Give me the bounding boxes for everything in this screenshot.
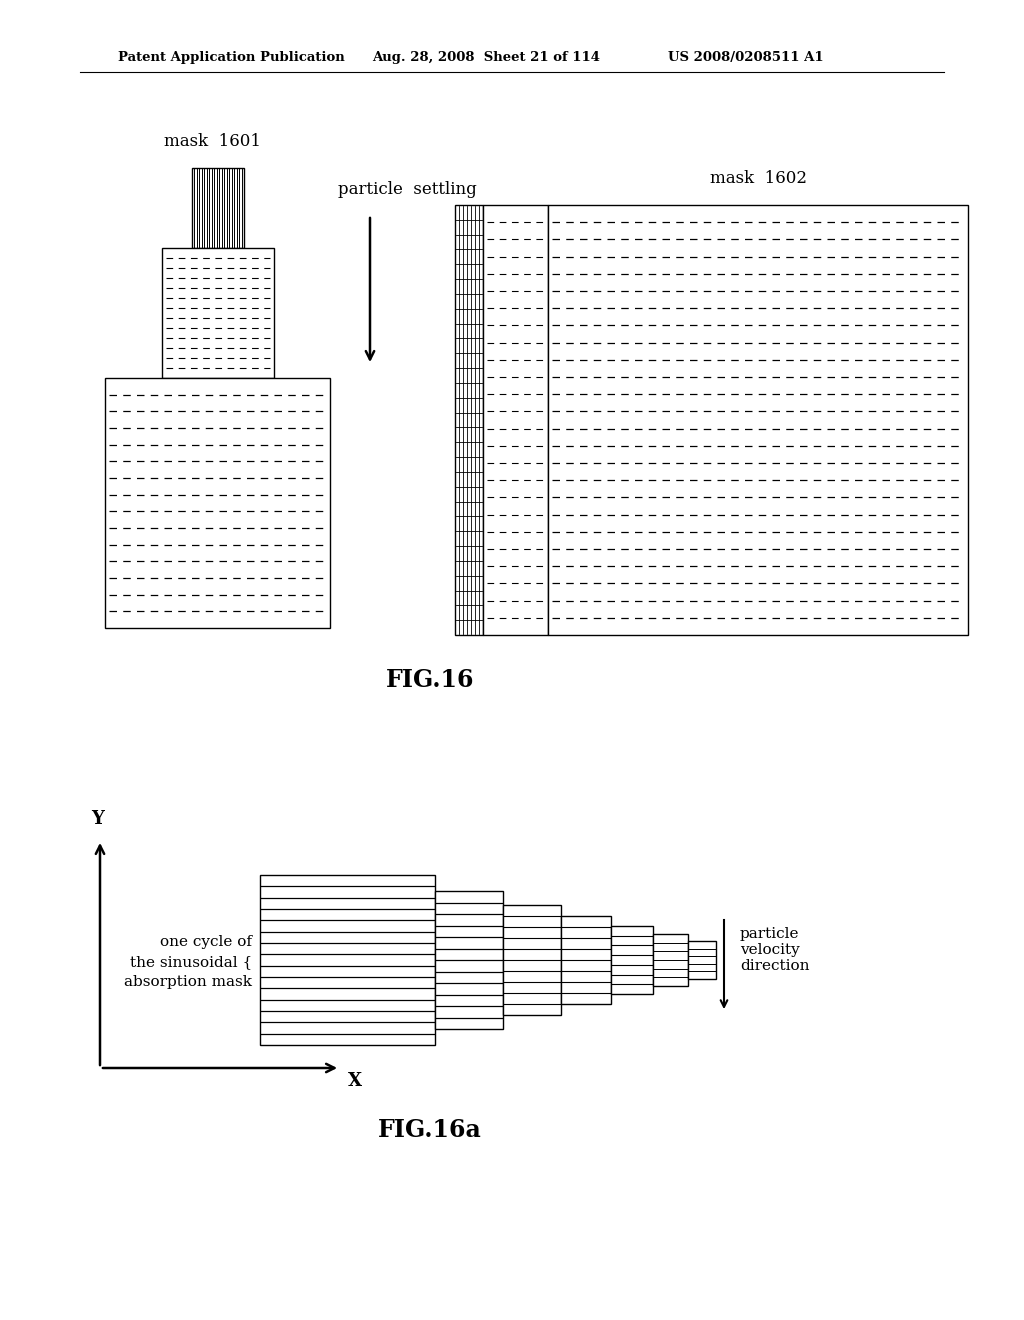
- Text: mask  1601: mask 1601: [165, 133, 261, 150]
- Bar: [435, 891, 503, 1030]
- Text: X: X: [348, 1072, 362, 1090]
- Bar: [503, 906, 561, 1015]
- Bar: [162, 248, 274, 378]
- Bar: [193, 168, 244, 248]
- Bar: [260, 875, 435, 1045]
- Text: particle  settling: particle settling: [338, 181, 477, 198]
- Text: FIG.16a: FIG.16a: [378, 1118, 482, 1142]
- Text: Y: Y: [91, 810, 104, 828]
- Text: mask  1602: mask 1602: [710, 170, 807, 187]
- Text: FIG.16: FIG.16: [386, 668, 474, 692]
- Bar: [611, 927, 653, 994]
- Bar: [653, 935, 688, 986]
- Text: absorption mask: absorption mask: [124, 975, 252, 989]
- Bar: [561, 916, 611, 1005]
- Text: US 2008/0208511 A1: US 2008/0208511 A1: [668, 51, 823, 65]
- Bar: [548, 205, 968, 635]
- Bar: [105, 378, 330, 628]
- Bar: [688, 941, 716, 979]
- Bar: [455, 205, 483, 635]
- Text: the sinusoidal {: the sinusoidal {: [130, 954, 252, 969]
- Text: one cycle of: one cycle of: [160, 935, 252, 949]
- Bar: [483, 205, 548, 635]
- Text: Patent Application Publication: Patent Application Publication: [118, 51, 345, 65]
- Text: particle
velocity
direction: particle velocity direction: [740, 927, 810, 973]
- Text: Aug. 28, 2008  Sheet 21 of 114: Aug. 28, 2008 Sheet 21 of 114: [372, 51, 600, 65]
